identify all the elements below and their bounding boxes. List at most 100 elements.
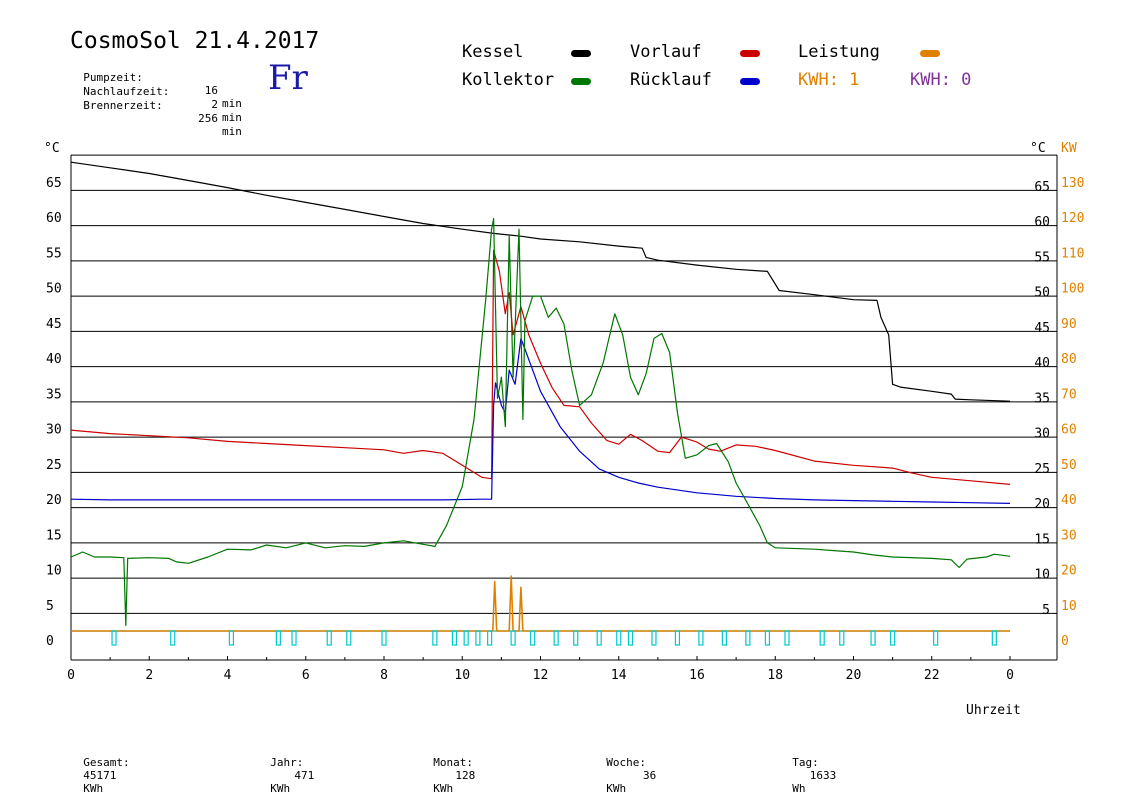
- y-tick-label-left: 60: [46, 211, 62, 226]
- series-line-kollektor: [70, 218, 1011, 626]
- pump-pulse: [721, 630, 727, 646]
- legend-ruecklauf-label: Rücklauf: [630, 70, 712, 90]
- legend-kessel-label: Kessel: [462, 42, 524, 62]
- legend-kwh2-label: KWH: 0: [910, 70, 972, 90]
- y-unit-right: °C: [1030, 141, 1046, 156]
- pump-pulse: [698, 630, 704, 646]
- footer-total-value: 45171: [83, 769, 117, 782]
- pump-pulse: [870, 630, 876, 646]
- y-tick-label-kw: 100: [1061, 282, 1084, 297]
- y-tick-label-right: 65: [1034, 180, 1050, 195]
- pump-pulse: [487, 630, 493, 646]
- pump-pulse: [530, 630, 536, 646]
- x-tick-label: 0: [67, 668, 75, 683]
- y-tick-label-right: 50: [1034, 286, 1050, 301]
- pump-pulse: [745, 630, 751, 646]
- footer-month: Monat: 128 KWh: [420, 743, 475, 795]
- pump-pulse: [451, 630, 458, 646]
- y-tick-label-kw: 50: [1061, 458, 1077, 473]
- pump-pulse: [991, 630, 997, 646]
- footer-week-label: Woche:: [606, 756, 646, 769]
- afterrun-time-unit: min: [222, 111, 242, 124]
- y-tick-label-left: 15: [46, 528, 62, 543]
- y-tick-label-right: 5: [1042, 603, 1050, 618]
- y-tick-label-left: 30: [46, 423, 62, 438]
- y-tick-label-right: 55: [1034, 250, 1050, 265]
- x-tick-label: 22: [924, 668, 940, 683]
- legend-kwh1-label: KWH: 1: [798, 70, 860, 90]
- pump-pulse: [596, 630, 602, 646]
- y-tick-label-kw: 0: [1061, 634, 1069, 649]
- y-tick-label-left: 5: [46, 599, 54, 614]
- pump-pulse: [326, 630, 332, 646]
- afterrun-time-label: Nachlaufzeit:: [83, 85, 170, 98]
- x-tick-label: 16: [689, 668, 705, 683]
- y-tick-label-left: 50: [46, 282, 62, 297]
- pump-pulse: [275, 630, 281, 646]
- pump-pulse: [291, 630, 297, 646]
- pump-pulse: [510, 630, 516, 646]
- y-tick-label-right: 40: [1034, 356, 1050, 371]
- footer-day-label: Tag:: [792, 756, 819, 769]
- y-tick-label-kw: 30: [1061, 528, 1077, 543]
- footer-day: Tag: 1633 Wh: [779, 743, 836, 795]
- legend-vorlauf-swatch: [740, 50, 760, 57]
- footer-week-value: 36: [643, 769, 657, 782]
- y-tick-label-kw: 90: [1061, 317, 1077, 332]
- y-tick-label-left: 25: [46, 458, 62, 473]
- y-tick-label-kw: 120: [1061, 211, 1084, 226]
- y-tick-label-kw: 130: [1061, 176, 1084, 191]
- pump-pulse: [463, 630, 469, 646]
- footer-year: Jahr: 471 KWh: [257, 743, 314, 795]
- afterrun-time-info: Nachlaufzeit: 2 min: [70, 72, 242, 124]
- legend-leistung-label: Leistung: [798, 42, 880, 62]
- y-tick-label-left: 55: [46, 246, 62, 261]
- x-tick-label: 8: [380, 668, 388, 683]
- pump-pulse: [228, 630, 235, 646]
- footer-year-unit: KWh: [270, 782, 291, 795]
- x-tick-label: 2: [145, 668, 153, 683]
- chart-axes: [70, 155, 1058, 661]
- footer-month-unit: KWh: [433, 782, 454, 795]
- pump-pulse: [573, 630, 579, 646]
- legend-vorlauf-label: Vorlauf: [630, 42, 702, 62]
- y-tick-label-kw: 60: [1061, 423, 1077, 438]
- pump-time-unit: min: [222, 97, 242, 110]
- footer-day-unit: Wh: [792, 782, 806, 795]
- pump-pulse: [616, 630, 622, 646]
- pump-pulse: [890, 630, 896, 646]
- y-tick-label-left: 20: [46, 493, 62, 508]
- legend-kessel-swatch: [571, 50, 591, 57]
- chart-series: [70, 161, 1011, 646]
- pump-pulse: [651, 630, 657, 646]
- y-tick-label-right: 35: [1034, 391, 1050, 406]
- legend-kollektor-swatch: [571, 78, 591, 85]
- y-tick-label-left: 45: [46, 317, 62, 332]
- burner-time-label: Brennerzeit:: [83, 99, 163, 112]
- x-tick-label: 0: [1006, 668, 1014, 683]
- pump-pulse: [933, 630, 939, 646]
- pump-pulse: [819, 630, 825, 646]
- legend-kollektor-label: Kollektor: [462, 70, 555, 90]
- y-tick-label-left: 40: [46, 352, 62, 367]
- y-tick-label-kw: 40: [1061, 493, 1077, 508]
- pump-pulse: [346, 630, 352, 646]
- y-tick-label-kw: 20: [1061, 564, 1077, 579]
- afterrun-time-value: 2: [211, 98, 218, 111]
- series-line-kessel: [70, 161, 1011, 402]
- footer-total: Gesamt: 45171 KWh: [70, 743, 129, 795]
- pump-pulse: [627, 630, 634, 646]
- y-tick-label-kw: 70: [1061, 387, 1077, 402]
- pump-time-value: 16: [204, 84, 218, 97]
- burner-time-info: Brennerzeit: 256 min: [70, 86, 242, 138]
- weekday-label: Fr: [268, 58, 308, 98]
- pump-pulse: [764, 630, 771, 646]
- x-tick-label: 14: [611, 668, 627, 683]
- series-line-leistung: [71, 575, 1010, 632]
- y-tick-label-left: 65: [46, 176, 62, 191]
- y-tick-label-left: 10: [46, 564, 62, 579]
- chart-labels: 0510152025303540455055606551015202530354…: [44, 141, 1084, 718]
- y-tick-label-left: 0: [46, 634, 54, 649]
- footer-day-value: 1633: [809, 769, 837, 782]
- pump-pulse: [784, 630, 790, 646]
